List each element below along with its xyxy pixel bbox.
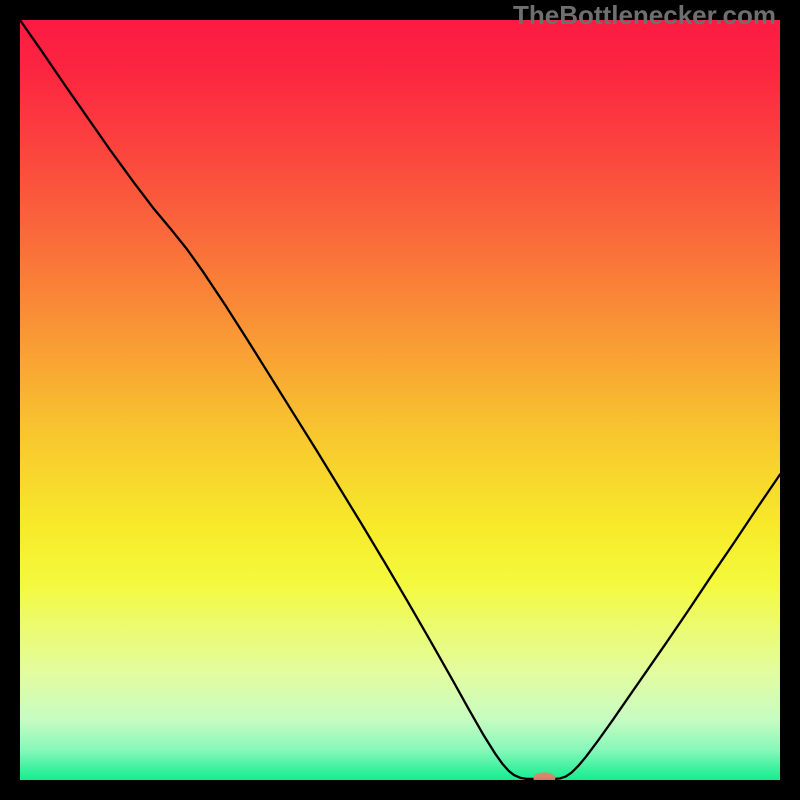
bottleneck-line-chart — [20, 20, 780, 780]
gradient-background — [20, 20, 780, 780]
plot-area — [20, 20, 780, 780]
watermark-label: TheBottlenecker.com — [513, 0, 776, 31]
chart-frame: TheBottlenecker.com — [0, 0, 800, 800]
